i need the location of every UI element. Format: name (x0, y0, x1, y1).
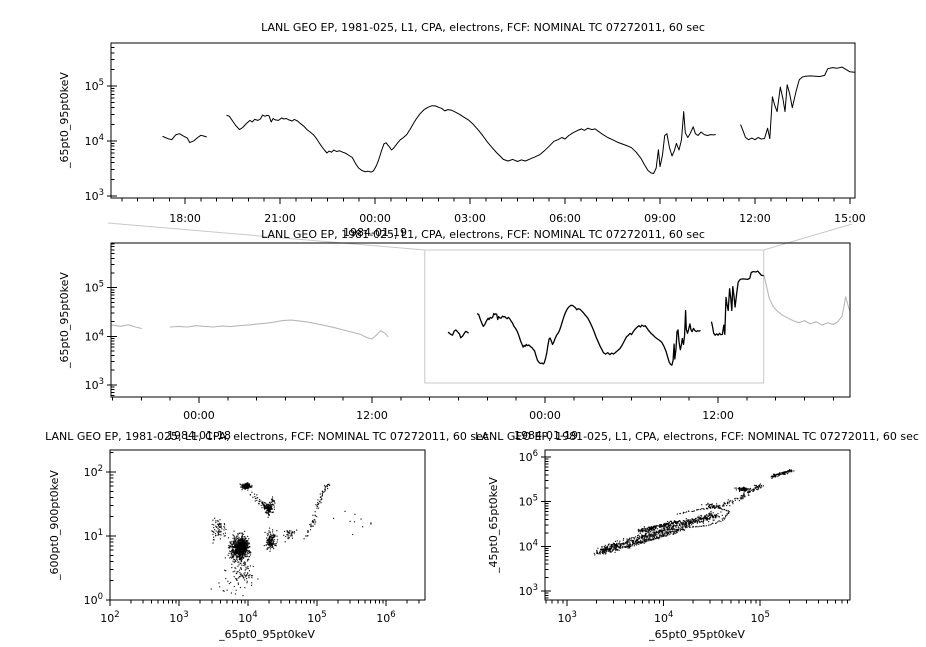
tick-label: 12:00 (739, 212, 771, 225)
tick-label: 100 (84, 592, 103, 607)
tick-label: 06:00 (549, 212, 581, 225)
g-sr-plot-area[interactable] (544, 449, 851, 601)
scatter-left-panel: 102 103 104 105 106 100 101 102 (84, 449, 426, 625)
g-ctx-plot-area[interactable] (110, 242, 851, 398)
tick-label: 103 (519, 583, 538, 598)
scatter-right-title: LANL GEO EP, 1981-025, L1, CPA, electron… (475, 430, 919, 443)
g-sr-ticks: 103 104 105 103 104 105 106 (519, 449, 848, 625)
context-axis-date-label-day1: 1984-01-18 (167, 429, 231, 442)
scatter-left-ylabel: _600pt0_900pt0keV (48, 470, 61, 581)
g-top-plot-area[interactable] (110, 42, 856, 199)
top-timeseries-panel: 18:00 21:00 00:00 03:00 06:00 09:00 12:00 15:00… (85, 42, 866, 225)
context-timeseries-panel: 00:00 12:00 00:00 12:00 103 104 105 (85, 242, 851, 422)
tick-label: 00:00 (359, 212, 391, 225)
context-panel-ylabel: _65pt0_95pt0keV (58, 272, 71, 369)
tick-label: 12:00 (702, 409, 734, 422)
zoom-connector-lines (107, 222, 853, 384)
tick-label: 102 (84, 464, 103, 479)
tick-label: 104 (85, 133, 104, 148)
tick-label: 104 (654, 610, 673, 625)
context-series-highlight (447, 270, 764, 366)
tick-label: 106 (519, 449, 538, 464)
top-panel-ylabel: _65pt0_95pt0keV (58, 72, 71, 169)
tick-label: 18:00 (169, 212, 201, 225)
scatter-left-xlabel: _65pt0_95pt0keV (218, 628, 315, 641)
tick-label: 12:00 (356, 409, 388, 422)
tick-label: 102 (100, 610, 119, 625)
top-panel-title: LANL GEO EP, 1981-025, L1, CPA, electron… (261, 21, 705, 34)
g-sl-plot-area[interactable] (109, 449, 426, 601)
g-sr-points (593, 469, 795, 556)
g-ctx-ticks: 00:00 12:00 00:00 12:00 103 104 105 (85, 243, 834, 422)
tick-label: 09:00 (644, 212, 676, 225)
tick-label: 101 (84, 528, 103, 543)
g-sl-points (210, 482, 372, 597)
tick-label: 105 (85, 78, 104, 93)
tick-label: 103 (85, 188, 104, 203)
top-axis-date-label: 1984-01-19 (343, 226, 407, 239)
tick-label: 00:00 (183, 409, 215, 422)
tick-label: 03:00 (454, 212, 486, 225)
tick-label: 106 (376, 610, 395, 625)
tick-label: 104 (519, 538, 538, 553)
tick-label: 103 (85, 377, 104, 392)
tick-label: 104 (238, 610, 257, 625)
g-sl-ticks: 102 103 104 105 106 100 101 102 (84, 452, 420, 625)
g-top-ticks: 18:00 21:00 00:00 03:00 06:00 09:00 12:00 15:00… (85, 42, 866, 225)
tick-label: 15:00 (834, 212, 866, 225)
context-panel-title: LANL GEO EP, 1981-025, L1, CPA, electron… (261, 228, 705, 241)
scatter-right-panel: 103 104 105 103 104 105 106 (519, 449, 851, 625)
tick-label: 103 (169, 610, 188, 625)
top-series (162, 66, 855, 174)
context-axis-date-label-day2: 1984-01-19 (514, 429, 578, 442)
context-zoom-box[interactable] (424, 249, 765, 384)
tick-label: 105 (751, 610, 770, 625)
scatter-right-ylabel: _45pt0_65pt0keV (487, 477, 500, 574)
tick-label: 105 (519, 494, 538, 509)
tick-label: 104 (85, 328, 104, 343)
tick-label: 105 (307, 610, 326, 625)
tick-label: 00:00 (529, 409, 561, 422)
tick-label: 103 (557, 610, 576, 625)
scatter-right-xlabel: _65pt0_95pt0keV (648, 628, 745, 641)
tick-label: 105 (85, 280, 104, 295)
scatter-left-title: LANL GEO EP, 1981-025, L1, CPA, electron… (45, 430, 489, 443)
tick-label: 21:00 (264, 212, 296, 225)
